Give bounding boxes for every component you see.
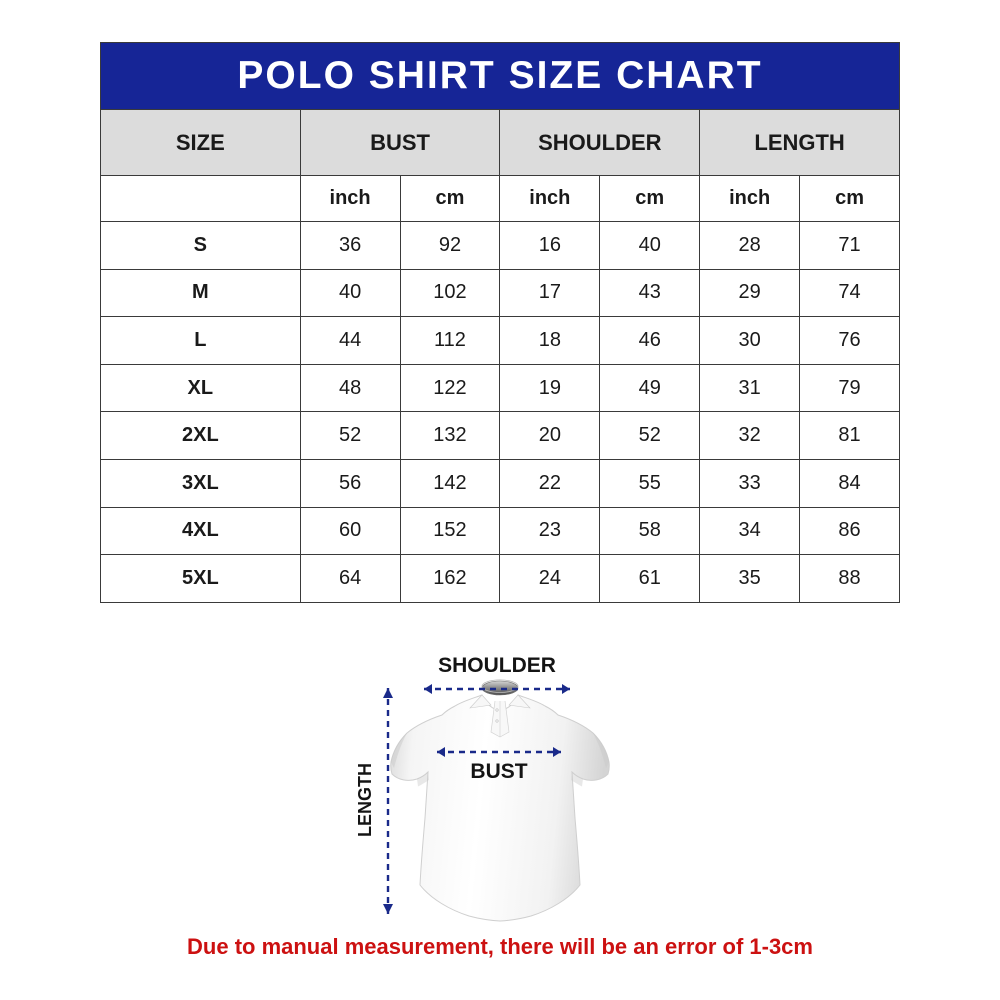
svg-text:LENGTH: LENGTH xyxy=(355,763,375,837)
